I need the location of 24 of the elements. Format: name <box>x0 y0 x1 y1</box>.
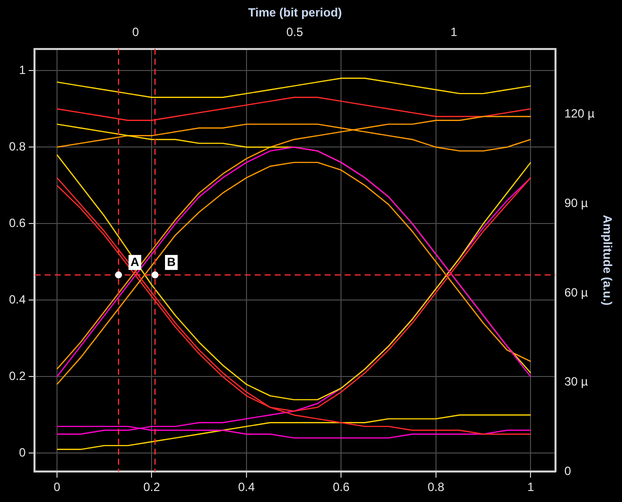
x2-tick-label: 0 <box>132 24 140 39</box>
y-tick-label: 0.4 <box>8 292 26 306</box>
y-tick-label: 1 <box>18 62 26 77</box>
y-tick-label: 0 <box>18 446 26 460</box>
y2-tick-label: 0 <box>564 464 572 478</box>
x-tick-label: 0.8 <box>428 480 445 494</box>
x2-tick-label: 0.5 <box>286 24 304 39</box>
x2-tick-label: 1 <box>450 24 458 39</box>
x-tick-label: 1 <box>527 480 534 494</box>
y2-axis-title: Amplitude (a.u.) <box>600 214 614 306</box>
x-tick-label: 0.6 <box>332 480 350 494</box>
x-tick-label: 0.2 <box>143 480 160 494</box>
annotation: A <box>130 255 140 270</box>
x-tick-label: 0 <box>54 480 61 494</box>
y2-tick-label: 60 µ <box>564 285 588 300</box>
y-tick-label: 0.8 <box>8 139 26 154</box>
x2-axis-title: Time (bit period) <box>248 6 342 20</box>
y2-tick-label: 120 µ <box>564 106 595 121</box>
y2-tick-label: 30 µ <box>564 374 588 389</box>
x-tick-label: 0.4 <box>238 480 256 494</box>
annotation: B <box>167 255 176 270</box>
y2-tick-label: 90 µ <box>564 196 588 210</box>
y-tick-label: 0.6 <box>8 216 26 230</box>
y-tick-label: 0.2 <box>8 369 26 384</box>
